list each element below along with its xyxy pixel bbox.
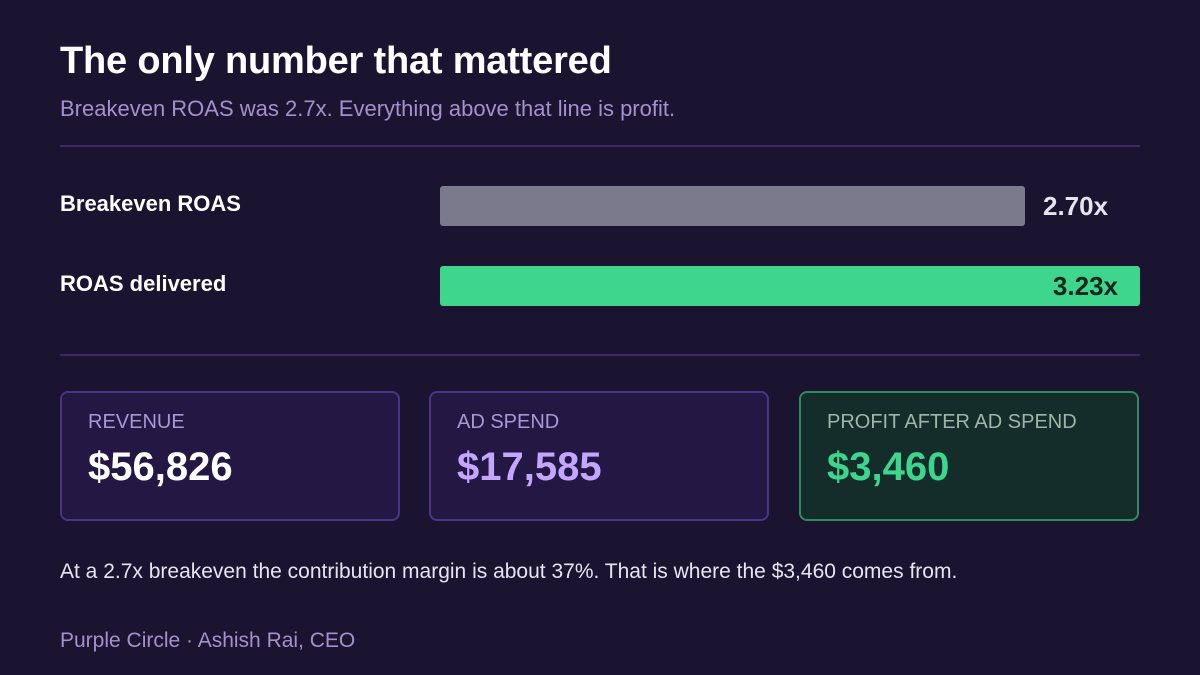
bar-row-breakeven: Breakeven ROAS 2.70x — [60, 186, 1140, 226]
bar-breakeven — [440, 186, 1025, 226]
metric-value-profit: $3,460 — [827, 445, 950, 489]
metric-card-ad-spend: AD SPEND $17,585 — [429, 391, 769, 521]
chart-subtitle: Breakeven ROAS was 2.7x. Everything abov… — [60, 96, 676, 121]
metric-card-profit: PROFIT AFTER AD SPEND $3,460 — [799, 391, 1139, 521]
bar-label-breakeven: Breakeven ROAS — [60, 191, 241, 216]
metric-label-profit: PROFIT AFTER AD SPEND — [827, 411, 1077, 433]
credit-line: Purple Circle · Ashish Rai, CEO — [60, 629, 356, 652]
bar-track-delivered: 3.23x — [440, 266, 1140, 306]
chart-title: The only number that mattered — [60, 40, 612, 82]
middle-divider — [60, 354, 1140, 356]
metric-label-ad-spend: AD SPEND — [457, 411, 560, 433]
metric-value-ad-spend: $17,585 — [457, 445, 602, 489]
metric-label-revenue: REVENUE — [88, 411, 185, 433]
bar-delivered — [440, 266, 1140, 306]
bar-track-breakeven: 2.70x — [440, 186, 1140, 226]
bar-value-delivered: 3.23x — [1052, 271, 1118, 301]
top-divider — [60, 145, 1140, 147]
footnote: At a 2.7x breakeven the contribution mar… — [60, 560, 958, 583]
metric-value-revenue: $56,826 — [88, 445, 233, 489]
bar-row-delivered: ROAS delivered 3.23x — [60, 266, 1140, 306]
bar-label-delivered: ROAS delivered — [60, 271, 227, 296]
metric-card-revenue: REVENUE $56,826 — [60, 391, 400, 521]
bar-value-breakeven: 2.70x — [1043, 191, 1109, 221]
